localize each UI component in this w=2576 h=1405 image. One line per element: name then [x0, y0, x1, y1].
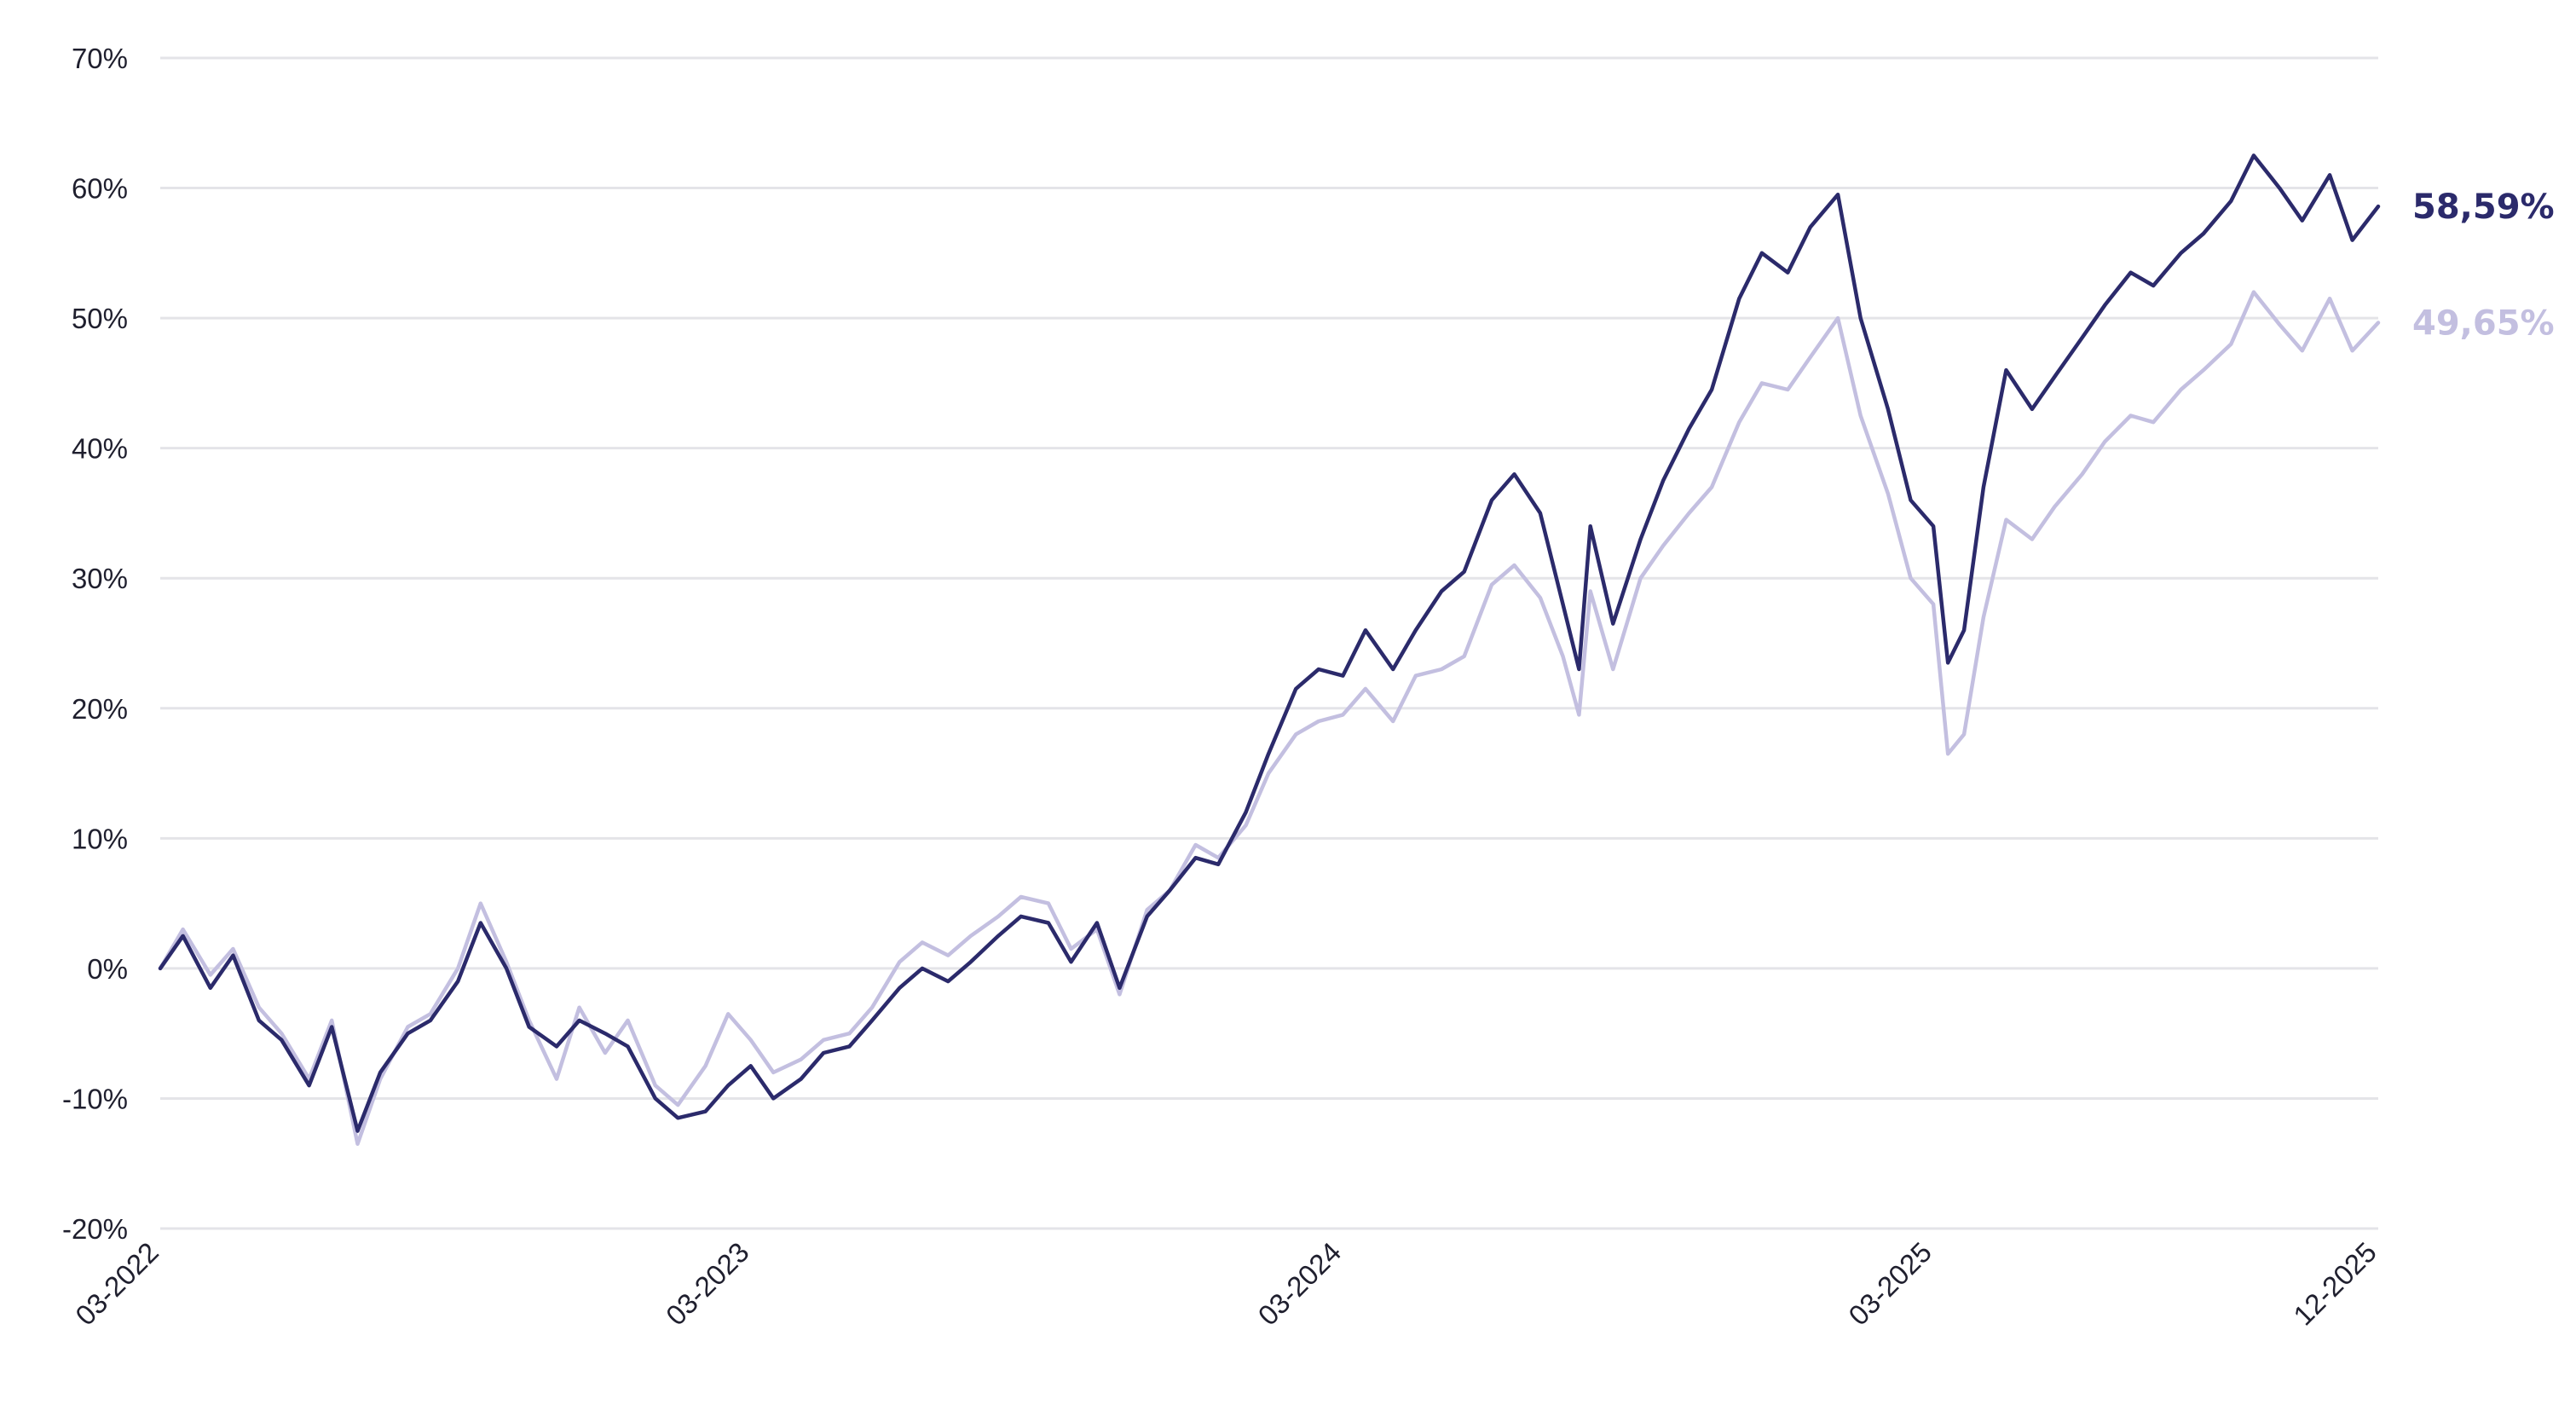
series-line — [158, 290, 2381, 1147]
x-tick-label: 03-2025 — [1842, 1236, 1938, 1332]
series-line — [158, 153, 2381, 1133]
x-axis-tick-labels: 03-2022 03-2023 03-2024 03-2025 12-2025 — [69, 1236, 2383, 1332]
y-tick-label: 10% — [72, 823, 128, 854]
y-tick-label: -10% — [62, 1083, 128, 1114]
y-tick-label: 70% — [72, 43, 128, 74]
y-tick-label: 60% — [72, 173, 128, 205]
y-tick-label: 40% — [72, 433, 128, 465]
series-end-labels: 49,65% 58,59% — [2412, 188, 2555, 343]
y-tick-label: -20% — [62, 1213, 128, 1245]
series-lines — [158, 153, 2381, 1147]
series-end-label: 58,59% — [2412, 188, 2555, 227]
series-end-label: 49,65% — [2412, 304, 2555, 343]
y-tick-label: 30% — [72, 563, 128, 594]
gridlines — [160, 56, 2378, 1230]
y-tick-label: 0% — [87, 953, 128, 985]
x-tick-label: 03-2023 — [660, 1236, 755, 1332]
x-tick-label: 12-2025 — [2287, 1236, 2383, 1332]
y-tick-label: 20% — [72, 693, 128, 725]
x-tick-label: 03-2024 — [1252, 1236, 1348, 1332]
y-tick-label: 50% — [72, 303, 128, 334]
y-axis-tick-labels: 70% 60% 50% 40% 30% 20% 10% 0% -10% -20% — [62, 43, 128, 1245]
x-tick-label: 03-2022 — [69, 1236, 165, 1332]
